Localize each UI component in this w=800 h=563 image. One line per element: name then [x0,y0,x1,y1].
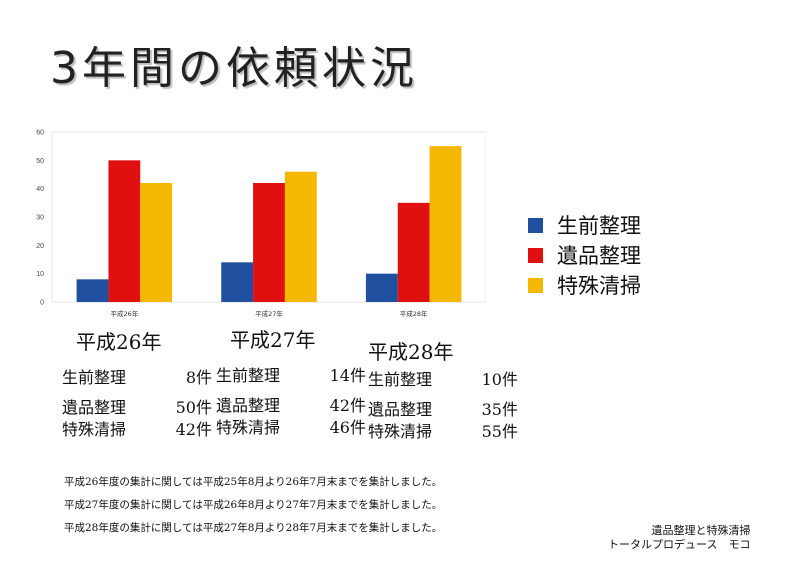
summary-count: 42件 [175,420,212,439]
y-tick-label: 0 [40,300,44,307]
summary-row: 生前整理 8件 [62,367,212,389]
summary-year-27: 平成27年 生前整理 14件 遺品整理 42件 特殊清掃 46件 [216,323,366,439]
summary-count: 14件 [329,366,366,385]
bar [397,202,430,302]
legend-item-ihin: 遺品整理 [528,240,641,270]
chart-legend: 生前整理 遺品整理 特殊清掃 [528,210,641,300]
summary-year-label: 平成27年 [230,328,316,352]
summary-count: 35件 [481,400,518,419]
summary-count: 8件 [185,368,212,387]
summary-count: 10件 [481,370,518,389]
summary-category: 特殊清掃 [62,420,127,439]
y-tick-label: 20 [36,243,44,250]
summary-count: 42件 [329,396,366,415]
bar [429,146,462,302]
summary-category: 生前整理 [216,366,281,385]
x-tick-label: 平成28年 [400,309,428,318]
y-tick-label: 10 [36,271,44,278]
footer-line: トータルプロデュース モコ [608,538,751,551]
note-line: 平成26年度の集計に関しては平成25年8月より26年7月末までを集計しました。 [64,476,443,488]
legend-label: 遺品整理 [557,244,641,268]
bar [365,273,398,302]
bar [284,171,317,302]
summary-count: 55件 [481,422,518,441]
summary-row: 特殊清掃 46件 [216,417,366,439]
summary-category: 特殊清掃 [368,422,433,441]
summary-row: 遺品整理 42件 [216,395,366,417]
footer-line: 遺品整理と特殊清掃 [651,524,751,537]
page-title: 3年間の依頼状況 [50,43,418,94]
legend-item-tokushu: 特殊清掃 [528,270,641,300]
summary-category: 遺品整理 [62,398,127,417]
summary-category: 遺品整理 [368,400,433,419]
bar [76,279,109,302]
summary-row: 遺品整理 35件 [368,399,518,421]
legend-swatch [528,247,543,263]
summary-year-label: 平成26年 [76,330,162,354]
summary-year-28: 平成28年 生前整理 10件 遺品整理 35件 特殊清掃 55件 [368,335,518,443]
note-line: 平成28年度の集計に関しては平成27年8月より28年7月末までを集計しました。 [64,522,443,534]
footer-credit: 遺品整理と特殊清掃 トータルプロデュース モコ [608,524,750,552]
x-tick-label: 平成26年 [110,309,138,318]
summary-category: 生前整理 [62,368,127,387]
summary-count: 46件 [329,418,366,437]
y-tick-label: 40 [36,186,44,193]
bar [253,183,285,302]
notes: 平成26年度の集計に関しては平成25年8月より26年7月末までを集計しました。 … [64,471,442,540]
bar [221,262,254,302]
x-tick-label: 平成27年 [255,309,283,318]
y-tick-label: 50 [36,158,44,165]
legend-label: 生前整理 [557,214,641,238]
summary-year-26: 平成26年 生前整理 8件 遺品整理 50件 特殊清掃 42件 [62,325,212,441]
summary-category: 特殊清掃 [216,418,281,437]
summary-count: 50件 [175,398,212,417]
y-tick-label: 30 [36,215,44,222]
summary-category: 遺品整理 [216,396,281,415]
y-tick-label: 60 [36,130,44,137]
summary-row: 生前整理 10件 [368,369,518,391]
bar [108,160,141,302]
bar [140,183,173,302]
summary-year-label: 平成28年 [368,340,454,364]
summary-row: 特殊清掃 55件 [368,421,518,443]
legend-swatch [528,217,543,233]
summary-row: 生前整理 14件 [216,365,366,387]
bar-chart: 0 10 20 30 40 50 60 平成26年 平成27年 平成28年 [36,130,486,318]
summary-category: 生前整理 [368,370,433,389]
legend-swatch [528,277,543,293]
summary-row: 特殊清掃 42件 [62,419,212,441]
legend-label: 特殊清掃 [557,274,641,298]
legend-item-seizen: 生前整理 [528,210,641,240]
note-line: 平成27年度の集計に関しては平成26年8月より27年7月末までを集計しました。 [64,499,443,511]
summary-row: 遺品整理 50件 [62,397,212,419]
